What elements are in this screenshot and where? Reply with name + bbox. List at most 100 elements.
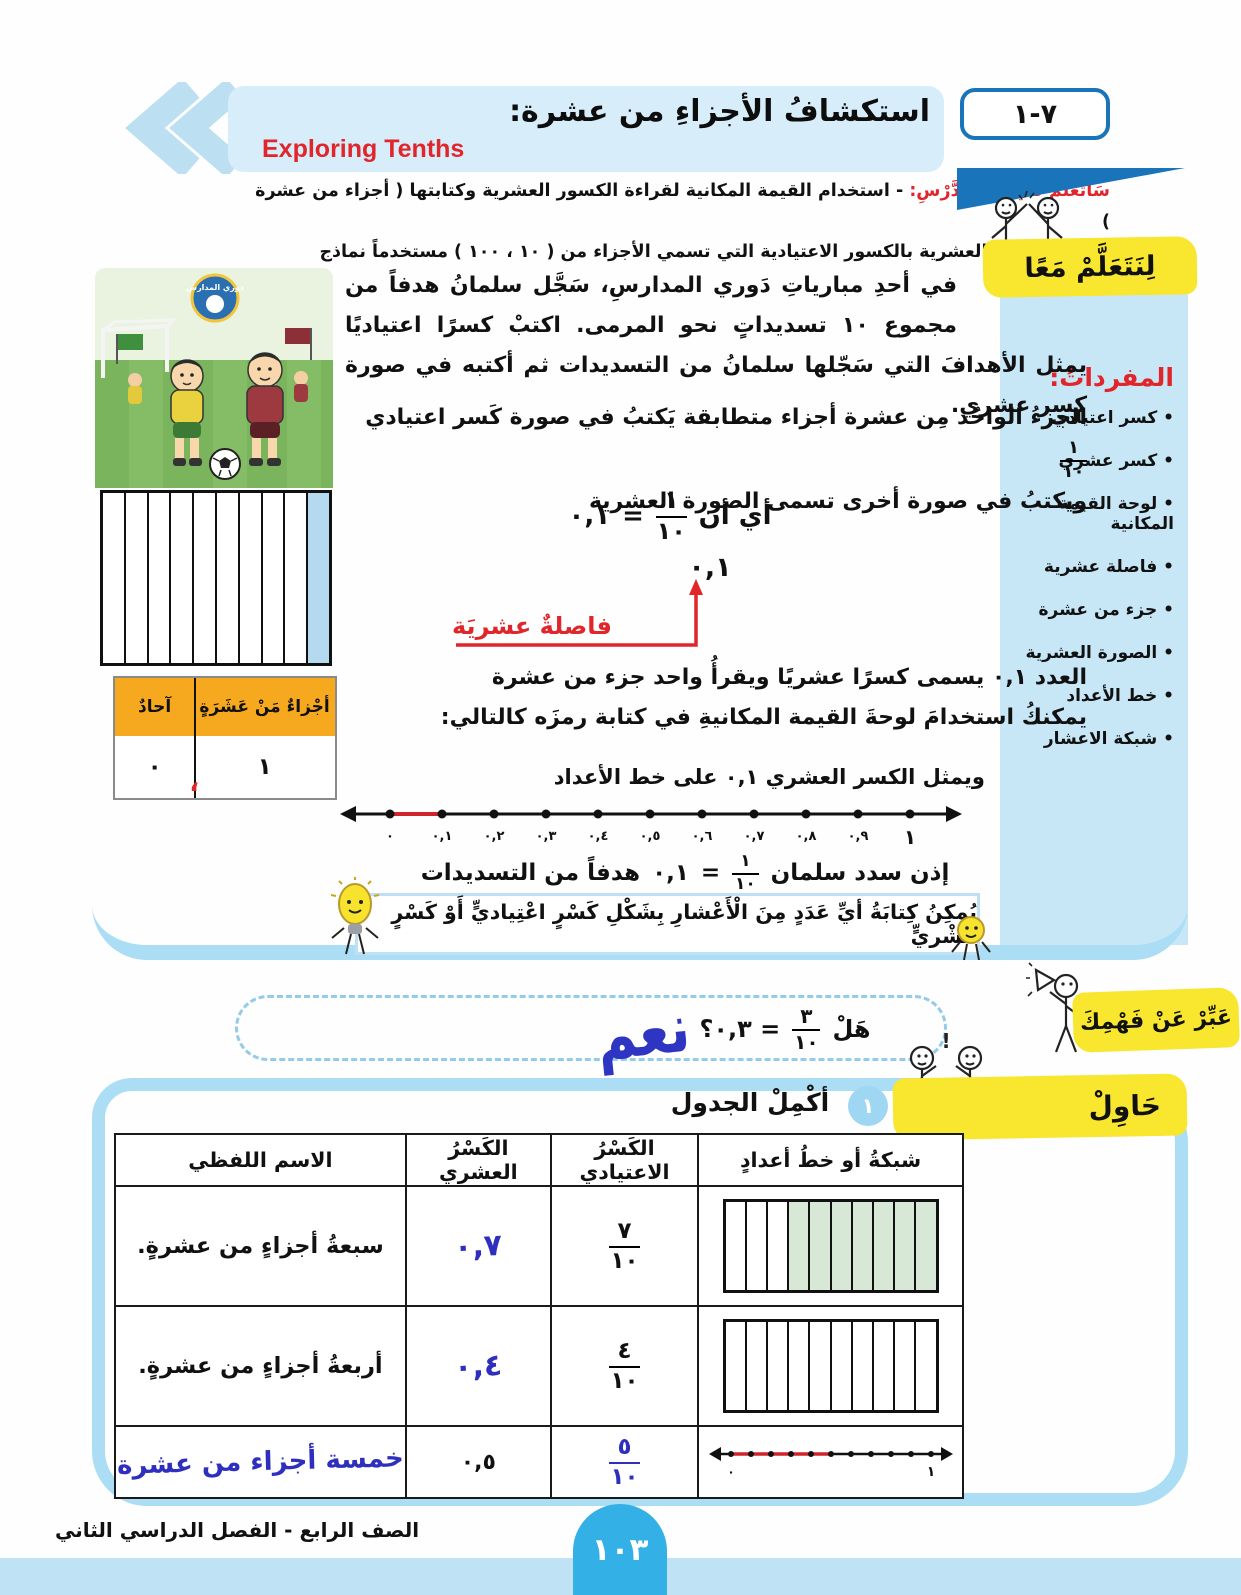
try-instruction: أكْمِلْ الجدول xyxy=(670,1088,830,1117)
svg-text:٠,٧: ٠,٧ xyxy=(744,829,765,844)
number-line-intro: ويمثل الكسر العشري ٠,١ على خط الأعداد xyxy=(553,765,985,789)
svg-text:١: ١ xyxy=(926,1464,935,1480)
svg-text:٠: ٠ xyxy=(727,1465,734,1479)
table-row: ٠ ١ ٥ ١٠ ٠,٥ خمسة أجزاء من عشرة xyxy=(114,1425,964,1499)
svg-text:٠,٨: ٠,٨ xyxy=(796,829,817,844)
svg-text:٠,٩: ٠,٩ xyxy=(848,829,869,844)
decimal-value: ٠,١ xyxy=(568,501,611,532)
handwritten-decimal: ٠,٧ xyxy=(453,1227,504,1265)
decimal-cell[interactable]: ٠,٤ xyxy=(404,1305,552,1427)
vocab-item: • جزء من عشرة xyxy=(1038,600,1175,620)
number-line-half-shaded: ٠ ١ xyxy=(708,1447,953,1480)
decimal-standalone: ٠,١ xyxy=(688,552,732,583)
text-wrap-spacer xyxy=(957,266,1087,310)
lesson-objectives: سَأَتَعَلَّمُ في هذا الدَّرْسِ: - استخدا… xyxy=(250,176,1110,268)
vocab-item: • خط الأعداد xyxy=(1066,686,1174,706)
model-cell xyxy=(697,1185,964,1307)
vocabulary-sidebar: المفرداتُ: • كسر اعتيادي • كسر عشري • لو… xyxy=(1000,255,1188,945)
footer-text: الصف الرابع - الفصل الدراسي الثاني xyxy=(55,1518,420,1542)
vocab-item: • لوحة القيمة المكانية xyxy=(1058,494,1174,534)
objective-1: - استخدام القيمة المكانية لقراءة الكسور … xyxy=(255,181,1110,232)
fraction-one-tenth: ١ ١٠ xyxy=(1060,437,1087,482)
answer-box[interactable] xyxy=(235,995,947,1061)
col-header-decimal: الكَسْرُ العشري xyxy=(404,1133,552,1187)
table-row: ٧ ١٠ ٠,٧ سبعةُ أجزاءٍ من عشرةٍ. xyxy=(114,1185,964,1307)
page-title: استكشافُ الأجزاءِ من عشرة: xyxy=(509,94,930,129)
table-header-row: شبكةُ أو خطُ أعدادٍ الكَسْرُ الاعتيادي ا… xyxy=(114,1133,964,1187)
tenths-grid-one-shaded xyxy=(100,490,332,666)
tenths-header: أجْزاءٌ مَنْ عَشَرَةٍ xyxy=(199,697,330,717)
svg-text:٠,٥: ٠,٥ xyxy=(640,829,661,844)
exercise-number-badge: ١ xyxy=(848,1086,888,1126)
col-header-model: شبكةُ أو خطُ أعدادٍ xyxy=(697,1133,964,1187)
fraction-one-tenth: ١ ١٠ xyxy=(655,486,687,545)
league-badge: دوري المدارس xyxy=(186,273,244,323)
decimal-cell[interactable]: ٠,٧ xyxy=(404,1185,552,1307)
vocab-item: • كسر عشري xyxy=(1058,451,1174,471)
fraction-cell: ٧ ١٠ xyxy=(549,1185,700,1307)
tenths-grid-seven-shaded xyxy=(722,1199,939,1293)
tenths-value: ١ xyxy=(257,754,272,780)
decimal-name-paragraph: العدد ٠,١ يسمى كسرًا عشريًا ويقرأُ واحد … xyxy=(440,665,1087,731)
decimal-point-label: فاصلةٌ عشريَة xyxy=(452,612,612,640)
lesson-number-box: ٧-١ xyxy=(960,88,1110,140)
objective-2: - ربط الكسور العشرية بالكسور الاعتيادية … xyxy=(319,242,1110,263)
fraction-cell[interactable]: ٥ ١٠ xyxy=(549,1425,700,1499)
player-red xyxy=(246,352,284,466)
lesson-banner: استكشافُ الأجزاءِ من عشرة: Exploring Ten… xyxy=(228,86,944,172)
handwritten-answer: نعم xyxy=(592,988,694,1077)
vocab-item: • كسر اعتيادي xyxy=(1051,408,1174,428)
ones-header: آحادٌ xyxy=(138,697,172,717)
conclusion-row: إذن سدد سلمان ١ ١٠ = ٠,١ هدفاً من التسدي… xyxy=(420,851,950,894)
handwritten-name: خمسة أجزاء من عشرة xyxy=(116,1443,405,1481)
soccer-cartoon: دوري المدارس xyxy=(95,268,333,488)
table-row: ٤ ١٠ ٠,٤ أربعةُ أجزاءٍ من عشرةٍ. xyxy=(114,1305,964,1427)
vocab-item: • الصورة العشرية xyxy=(1025,643,1174,663)
svg-text:٠,٢: ٠,٢ xyxy=(484,829,505,844)
tenths-grid-empty[interactable] xyxy=(722,1319,939,1413)
name-cell: سبعةُ أجزاءٍ من عشرةٍ. xyxy=(114,1185,407,1307)
svg-text:١: ١ xyxy=(904,825,916,849)
corner-triangle-decoration xyxy=(957,168,1185,210)
fraction-three-tenths: ٣ ١٠ xyxy=(792,1003,821,1054)
soccer-ball-icon xyxy=(209,448,241,480)
express-question: هَلْ ٣ ١٠ = ٠,٣؟ xyxy=(699,1003,871,1054)
lightbulb-character-icon xyxy=(330,877,380,955)
player-yellow xyxy=(170,359,204,466)
col-header-name: الاسم اللفظي xyxy=(114,1133,407,1187)
model-cell[interactable] xyxy=(697,1305,964,1427)
tenths-table: شبكةُ أو خطُ أعدادٍ الكَسْرُ الاعتيادي ا… xyxy=(114,1133,964,1499)
model-cell: ٠ ١ xyxy=(697,1425,964,1499)
col-header-fraction: الكَسْرُ الاعتيادي xyxy=(549,1133,700,1187)
printed-decimal: ٠,٥ xyxy=(460,1449,496,1475)
express-understanding-label: عَبِّرْ عَنْ فَهْمِكَ xyxy=(1074,989,1238,1051)
svg-text:دوري المدارس: دوري المدارس xyxy=(186,283,244,293)
fraction-cell: ٤ ١٠ xyxy=(549,1305,700,1427)
svg-text:٠,٣: ٠,٣ xyxy=(536,829,557,844)
place-value-chart: آحادٌ أجْزاءٌ مَنْ عَشَرَةٍ ٠ ١ ، xyxy=(113,676,337,800)
number-line: ٠ ٠,١ ٠,٢ ٠,٣ ٠,٤ ٠,٥ ٠,٦ ٠,٧ ٠,٨ ٠,٩ ١ xyxy=(340,806,962,849)
name-cell[interactable]: خمسة أجزاء من عشرة xyxy=(114,1425,407,1499)
try-label: حَاوِلْ xyxy=(894,1075,1186,1139)
megaphone-stick-figure-icon xyxy=(1026,962,1083,1053)
handwritten-decimal: ٠,٤ xyxy=(453,1347,504,1385)
vocab-item: • شبكة الاعشار xyxy=(1043,729,1174,749)
tip-callout: يُمكِنُ كِتابَةُ أيِّ عَدَدٍ مِنَ الْأَع… xyxy=(355,893,980,955)
equation-row: أي أن ١ ١٠ = ٠,١ xyxy=(568,486,772,545)
tenth-explanation-paragraph: الجزءُ الواحُد مِن عشرة أجزاء متطابقة يَ… xyxy=(365,405,1087,515)
svg-text:٠,٤: ٠,٤ xyxy=(588,829,609,844)
page-title-english: Exploring Tenths xyxy=(262,135,465,163)
svg-text:٠,١: ٠,١ xyxy=(432,829,453,844)
small-character-icon xyxy=(951,916,991,961)
chevron-left-icon xyxy=(125,82,243,174)
page-number: ١٠٣ xyxy=(573,1504,667,1595)
svg-text:!: ! xyxy=(941,1032,950,1053)
decimal-cell: ٠,٥ xyxy=(404,1425,552,1499)
handwritten-fraction: ٥ ١٠ xyxy=(609,1434,640,1490)
fraction-one-tenth: ١ ١٠ xyxy=(732,851,759,894)
ones-value: ٠ xyxy=(147,754,162,780)
name-cell: أربعةُ أجزاءٍ من عشرةٍ. xyxy=(114,1305,407,1427)
svg-text:٠: ٠ xyxy=(386,829,394,844)
intro-paragraph: في أحدِ مبارياتِ دَوري المدارسِ، سَجَّل … xyxy=(345,266,1087,426)
